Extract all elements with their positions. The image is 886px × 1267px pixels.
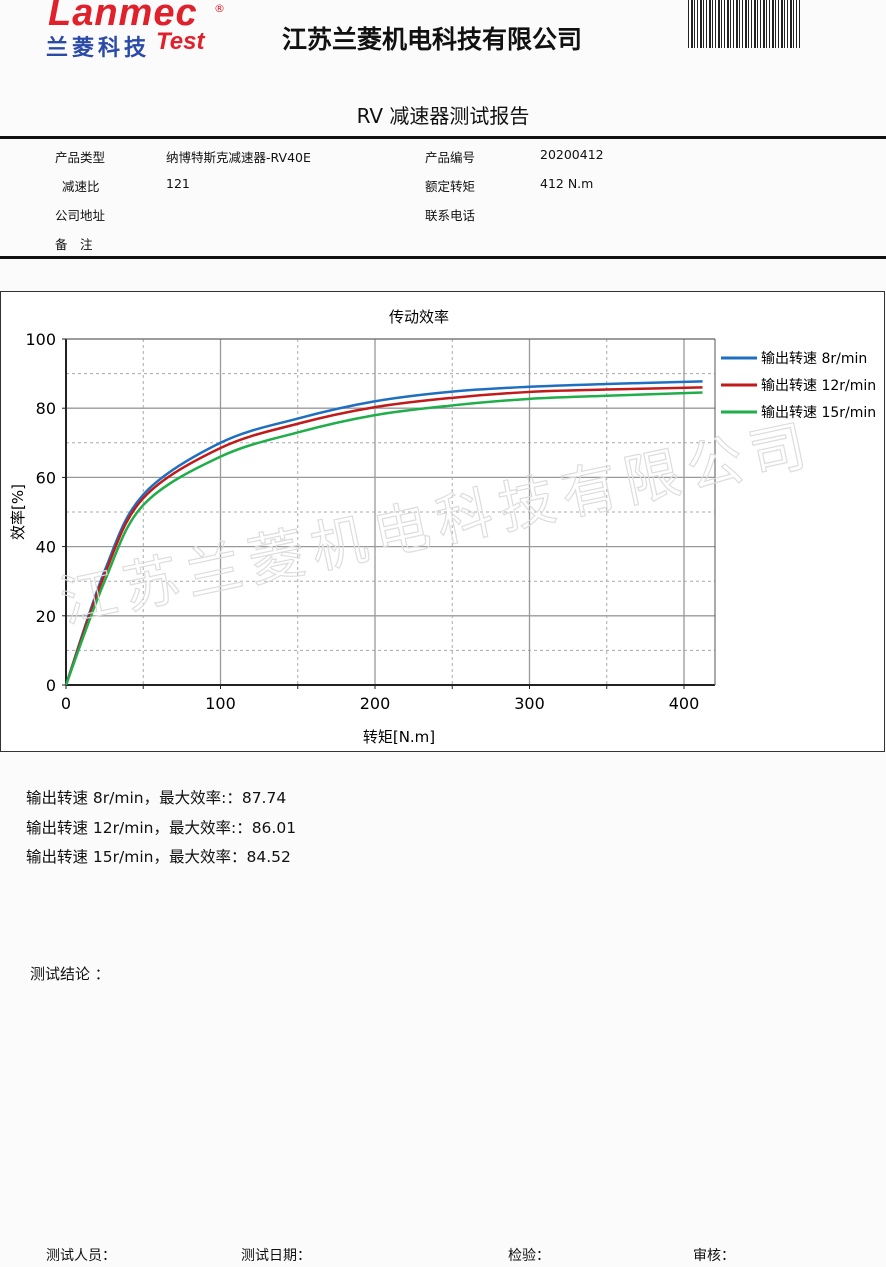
registered-mark: ®: [214, 2, 225, 15]
efficiency-chart: 传动效率 0 20 40 60 80 100 0 100 200 300 400 输出转速 8r/m…: [0, 291, 885, 752]
product-type-label: 产品类型: [55, 150, 106, 165]
legend-label: 输出转速 15r/min: [761, 405, 876, 421]
product-no-value: 20200412: [540, 147, 604, 162]
product-type-value: 纳博特斯克减速器-RV40E: [166, 150, 311, 165]
y-tick-label: 20: [36, 607, 56, 626]
y-tick-label: 80: [36, 399, 56, 418]
chart-title: 传动效率: [389, 308, 449, 326]
series-line: [64, 386, 703, 686]
company-name: 江苏兰菱机电科技有限公司: [282, 25, 583, 54]
legend-label: 输出转速 8r/min: [761, 351, 867, 367]
remark-label: 备 注: [55, 237, 93, 252]
summary-line: 输出转速 8r/min，最大效率:：87.74: [26, 789, 287, 807]
y-tick-label: 0: [46, 676, 56, 695]
logo-test: Test: [156, 28, 205, 55]
series-line: [64, 380, 703, 686]
series-line: [64, 391, 703, 686]
rated-torque-label: 额定转矩: [425, 179, 476, 194]
tester-label: 测试人员：: [46, 1248, 116, 1264]
ratio-value: 121: [166, 176, 190, 191]
x-tick-label: 300: [514, 694, 545, 713]
y-tick-label: 100: [25, 330, 56, 349]
ratio-label: 减速比: [62, 179, 100, 194]
y-tick-label: 60: [36, 468, 56, 487]
logo-chinese: 兰菱科技: [46, 36, 151, 61]
x-axis-label: 转矩[N.m]: [363, 728, 435, 746]
report-title: RV 减速器测试报告: [356, 104, 530, 128]
y-tick-label: 40: [36, 538, 56, 557]
x-tick-label: 400: [669, 694, 700, 713]
x-tick-label: 0: [61, 694, 71, 713]
phone-label: 联系电话: [425, 208, 476, 223]
review-label: 审核：: [693, 1248, 735, 1264]
chart-svg: 传动效率 0 20 40 60 80 100 0 100 200 300 400 输出转速 8r/m…: [9, 308, 876, 746]
summary-line: 输出转速 12r/min，最大效率:：86.01: [26, 819, 297, 837]
date-label: 测试日期：: [241, 1248, 311, 1264]
address-label: 公司地址: [55, 208, 106, 223]
conclusion-label: 测试结论 ：: [30, 965, 110, 983]
x-tick-label: 200: [360, 694, 391, 713]
summary-line: 输出转速 15r/min，最大效率：84.52: [26, 848, 291, 866]
product-no-label: 产品编号: [425, 150, 476, 165]
divider: [0, 256, 886, 259]
logo-wordmark: Lanmec: [48, 0, 198, 34]
x-tick-label: 100: [205, 694, 236, 713]
barcode-icon: [688, 0, 800, 48]
legend-label: 输出转速 12r/min: [761, 378, 876, 394]
inspect-label: 检验：: [508, 1248, 550, 1264]
y-axis-label: 效率[%]: [9, 484, 27, 540]
divider: [0, 136, 886, 139]
rated-torque-value: 412 N.m: [540, 176, 594, 191]
